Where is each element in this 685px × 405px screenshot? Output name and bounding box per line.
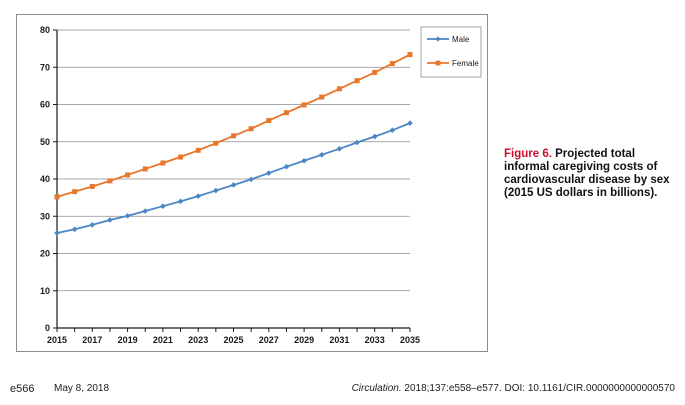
data-point-female-2024 <box>213 140 219 146</box>
y-tick-label-10: 10 <box>40 286 50 296</box>
y-tick-label-80: 80 <box>40 25 50 35</box>
x-tick-label-2035: 2035 <box>400 335 420 345</box>
publication-date: May 8, 2018 <box>54 383 110 394</box>
data-point-male-2020 <box>142 208 149 214</box>
y-tick-label-0: 0 <box>45 323 50 333</box>
data-point-female-2020 <box>142 166 148 172</box>
x-tick-label-2033: 2033 <box>365 335 385 345</box>
x-tick-label-2019: 2019 <box>118 335 138 345</box>
data-point-female-2017 <box>89 183 95 189</box>
data-point-female-2034 <box>389 61 395 67</box>
y-tick-label-20: 20 <box>40 249 50 259</box>
figure-caption-text: Projected total informal caregiving cost… <box>504 148 670 199</box>
page-number: e566 <box>10 383 35 395</box>
data-point-male-2018 <box>107 217 113 223</box>
data-point-female-2035 <box>407 52 413 58</box>
chart-frame: 0 10 20 30 40 50 60 70 80 2015 2017 2019 2021 2023 202… <box>16 14 488 352</box>
data-point-male-2024 <box>213 187 219 194</box>
data-point-female-2032 <box>354 78 360 84</box>
citation: Circulation. 2018;137:e558–e577. DOI: 10… <box>352 383 675 394</box>
data-point-female-2015 <box>54 194 60 200</box>
data-point-male-2021 <box>160 203 166 209</box>
legend-box <box>420 26 482 78</box>
data-point-female-2033 <box>372 69 378 75</box>
data-point-male-2031 <box>336 146 343 152</box>
data-point-male-2016 <box>71 226 78 233</box>
data-point-male-2032 <box>354 139 360 146</box>
data-point-male-2028 <box>283 163 290 170</box>
data-point-male-2022 <box>177 198 184 205</box>
data-point-female-2030 <box>319 94 325 100</box>
data-point-male-2015 <box>54 230 60 236</box>
data-point-male-2027 <box>266 170 272 176</box>
y-tick-label-50: 50 <box>40 137 50 147</box>
y-tick-label-60: 60 <box>40 100 50 110</box>
data-point-female-2026 <box>248 126 254 132</box>
x-tick-label-2017: 2017 <box>82 335 102 345</box>
data-point-male-2019 <box>124 213 131 219</box>
x-tick-label-2023: 2023 <box>188 335 208 345</box>
data-point-male-2025 <box>230 182 237 188</box>
page-footer: e566 May 8, 2018 Circulation. 2018;137:e… <box>10 383 675 397</box>
data-point-female-2016 <box>72 189 78 195</box>
data-point-female-2031 <box>336 86 342 92</box>
x-tick-label-2027: 2027 <box>259 335 279 345</box>
legend-label-male: Male <box>452 35 470 44</box>
data-point-male-2026 <box>248 176 254 183</box>
series-line-female <box>56 53 411 198</box>
data-point-male-2035 <box>407 120 413 126</box>
y-tick-label-70: 70 <box>40 62 50 72</box>
data-point-female-2023 <box>195 147 201 153</box>
journal-name: Circulation. <box>351 383 402 394</box>
x-tick-label-2025: 2025 <box>223 335 243 345</box>
x-tick-label-2021: 2021 <box>153 335 173 345</box>
data-point-female-2019 <box>125 172 131 178</box>
data-point-male-2029 <box>301 157 307 164</box>
data-point-male-2030 <box>318 151 325 158</box>
data-point-male-2034 <box>389 127 396 134</box>
data-point-male-2023 <box>195 193 201 199</box>
data-point-female-2022 <box>178 154 184 160</box>
data-point-female-2018 <box>107 178 113 184</box>
data-point-female-2021 <box>160 160 166 166</box>
legend-marker-male <box>435 36 441 42</box>
line-chart: 0 10 20 30 40 50 60 70 80 2015 2017 2019 2021 2023 202… <box>40 25 482 345</box>
data-point-female-2029 <box>301 102 307 108</box>
legend-marker-female <box>435 60 441 66</box>
figure-caption: Figure 6. Projected total informal careg… <box>504 148 674 200</box>
legend-label-female: Female <box>452 59 479 68</box>
data-point-female-2027 <box>266 118 272 124</box>
x-tick-label-2031: 2031 <box>329 335 349 345</box>
figure-label: Figure 6. <box>504 148 552 160</box>
data-point-male-2017 <box>89 222 96 228</box>
x-tick-label-2029: 2029 <box>294 335 314 345</box>
y-tick-label-30: 30 <box>40 211 50 221</box>
data-point-female-2025 <box>231 133 236 139</box>
y-tick-label-40: 40 <box>40 174 50 184</box>
data-point-male-2033 <box>371 133 378 140</box>
data-point-female-2028 <box>283 110 289 116</box>
x-tick-label-2015: 2015 <box>47 335 67 345</box>
citation-details: 2018;137:e558–e577. DOI: 10.1161/CIR.000… <box>404 383 675 394</box>
